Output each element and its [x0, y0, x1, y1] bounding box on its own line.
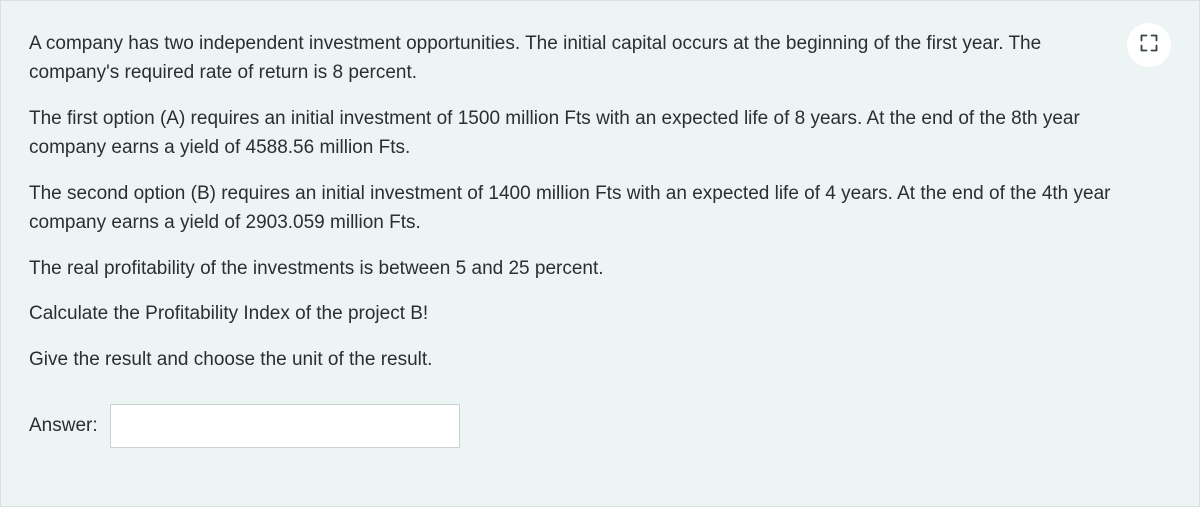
paragraph-intro: A company has two independent investment… — [29, 29, 1159, 88]
paragraph-task: Calculate the Profitability Index of the… — [29, 299, 1159, 328]
question-content: A company has two independent investment… — [29, 29, 1159, 448]
question-panel: A company has two independent investment… — [0, 0, 1200, 507]
paragraph-option-a: The first option (A) requires an initial… — [29, 104, 1159, 163]
expand-button[interactable] — [1127, 23, 1171, 67]
answer-input[interactable] — [110, 404, 460, 448]
answer-row: Answer: — [29, 404, 1159, 448]
paragraph-option-b: The second option (B) requires an initia… — [29, 179, 1159, 238]
paragraph-range: The real profitability of the investment… — [29, 254, 1159, 283]
answer-label: Answer: — [29, 415, 98, 437]
paragraph-instruction: Give the result and choose the unit of t… — [29, 345, 1159, 374]
expand-icon — [1139, 33, 1159, 58]
